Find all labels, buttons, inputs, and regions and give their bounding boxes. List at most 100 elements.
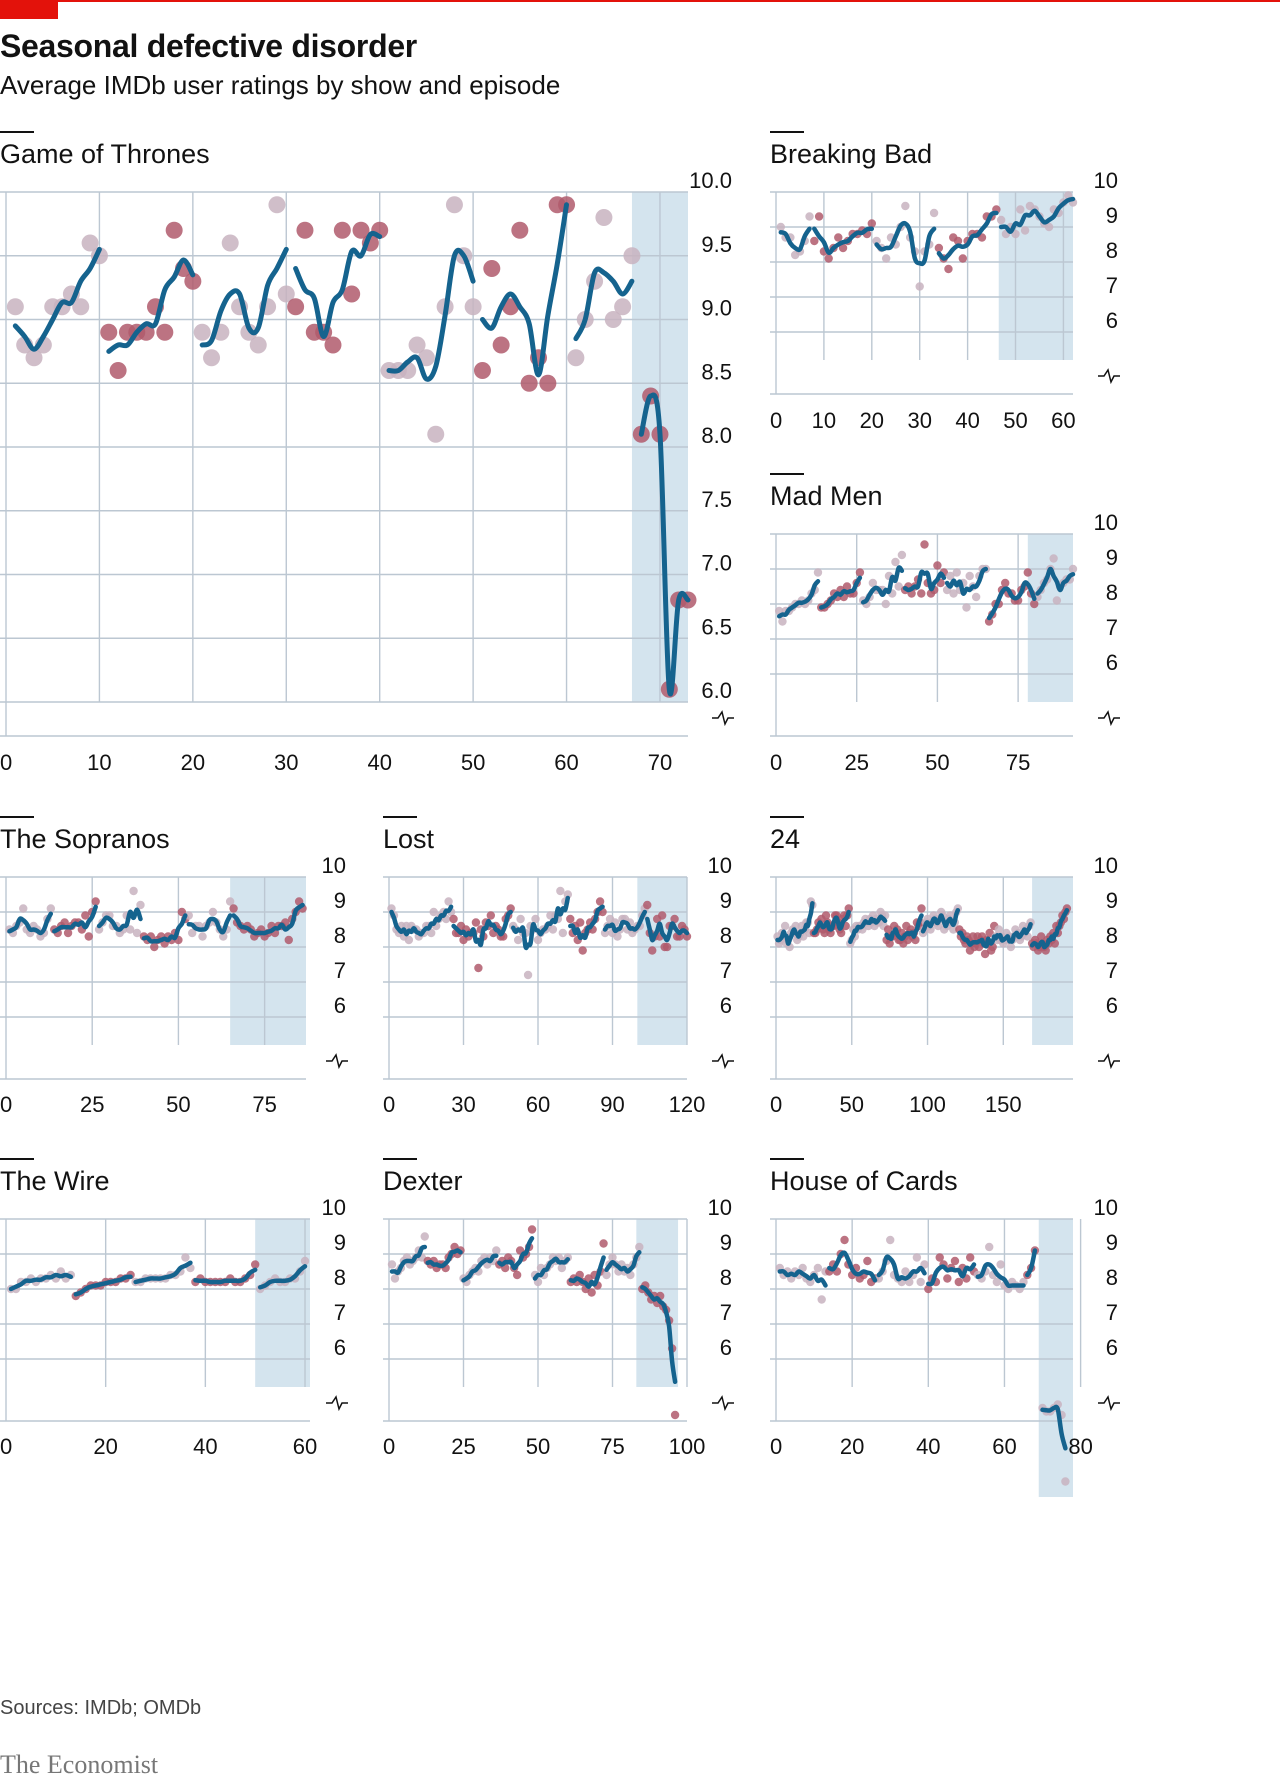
season-trend-line xyxy=(510,895,571,951)
season-trend-line xyxy=(818,575,863,610)
x-tick-label: 0 xyxy=(0,1434,12,1459)
episode-point xyxy=(1049,554,1058,563)
x-tick-label: 70 xyxy=(648,750,672,775)
episode-point xyxy=(557,1263,567,1273)
y-tick-label: 8.5 xyxy=(701,359,732,384)
season-trend-line xyxy=(480,202,569,378)
season-trend-line xyxy=(998,196,1076,234)
y-tick-label: 8 xyxy=(334,1265,346,1290)
episode-point xyxy=(523,970,533,980)
episode-point xyxy=(72,298,90,316)
season-trend-line xyxy=(193,1267,258,1285)
season-trend-line xyxy=(986,580,1037,621)
panel-breaking-bad: Breaking Bad 6 7 8 9 10 0 10 20 30 40 50 60 xyxy=(770,131,1120,433)
panel-the-sopranos: The Sopranos 6 7 8 9 10 0 25 50 75 xyxy=(0,816,348,1117)
season-trend-line xyxy=(777,1268,828,1288)
y-tick-label: 7 xyxy=(1106,615,1118,640)
episode-point xyxy=(778,617,787,626)
y-tick-label: 10 xyxy=(708,853,732,878)
episode-point xyxy=(946,571,955,581)
season-trend-line xyxy=(848,914,888,945)
source-note: Sources: IMDb; OMDb xyxy=(0,1697,202,1719)
x-tick-label: 60 xyxy=(1051,408,1075,433)
episode-point xyxy=(513,935,523,945)
season-trend-line xyxy=(944,566,989,596)
x-tick-label: 40 xyxy=(193,1434,217,1459)
y-tick-label: 6 xyxy=(720,993,732,1018)
episode-point xyxy=(125,925,135,934)
episode-point xyxy=(813,568,823,577)
episode-point xyxy=(813,1263,823,1273)
y-tick-label: 10 xyxy=(322,1195,346,1220)
x-tick-label: 75 xyxy=(600,1434,624,1459)
episode-point xyxy=(225,897,235,906)
season-trend-line xyxy=(1040,1404,1068,1451)
episode-point xyxy=(600,928,610,938)
y-tick-label: 8 xyxy=(1106,238,1118,263)
episode-point xyxy=(404,935,414,945)
episode-point xyxy=(901,201,910,211)
x-tick-label: 50 xyxy=(526,1434,550,1459)
episode-point xyxy=(917,904,926,913)
y-tick-label: 10 xyxy=(322,853,346,878)
panel-title: Lost xyxy=(383,824,435,854)
episode-point xyxy=(670,914,679,924)
episode-point xyxy=(924,1284,933,1294)
season-trend-line xyxy=(640,1285,678,1385)
season-trend-line xyxy=(602,909,648,934)
y-tick-label: 7.5 xyxy=(701,487,732,512)
season-trend-line xyxy=(957,930,997,949)
episode-point xyxy=(558,928,568,938)
season-trend-line xyxy=(389,904,454,937)
x-tick-label: 60 xyxy=(526,1092,550,1117)
episode-point xyxy=(894,582,903,591)
episode-point xyxy=(599,1239,608,1248)
season-trend-line xyxy=(778,226,812,253)
y-tick-label: 6.5 xyxy=(701,614,732,639)
x-tick-label: 0 xyxy=(770,408,782,433)
episode-point xyxy=(1016,205,1025,214)
y-tick-label: 9 xyxy=(1106,888,1118,913)
season-trend-line xyxy=(874,220,937,267)
season-trend-line xyxy=(1025,1248,1038,1278)
season-trend-line xyxy=(902,569,947,593)
episode-point xyxy=(229,904,238,913)
season-trend-line xyxy=(645,916,690,943)
x-tick-label: 0 xyxy=(770,750,782,775)
x-tick-label: 30 xyxy=(907,408,931,433)
episode-point xyxy=(136,900,145,910)
episode-point xyxy=(343,285,361,303)
episode-point xyxy=(943,1274,952,1283)
season-trend-line xyxy=(811,909,851,936)
y-tick-label: 10 xyxy=(1094,853,1118,878)
y-tick-label: 9 xyxy=(1106,545,1118,570)
episode-point xyxy=(901,1267,910,1276)
episode-point xyxy=(548,925,558,934)
x-tick-label: 30 xyxy=(274,750,298,775)
episode-point xyxy=(810,236,819,246)
episode-point xyxy=(950,1256,960,1266)
episode-point xyxy=(387,904,396,913)
x-tick-label: 50 xyxy=(840,1092,864,1117)
episode-point xyxy=(132,928,142,938)
season-trend-line xyxy=(975,1261,1026,1289)
episode-point xyxy=(648,946,657,955)
episode-point xyxy=(805,212,814,221)
episode-point xyxy=(408,336,426,354)
episode-point xyxy=(985,928,994,938)
y-tick-label: 9.0 xyxy=(701,296,732,321)
episode-point xyxy=(608,1253,617,1262)
episode-point xyxy=(836,928,846,938)
episode-point xyxy=(203,349,221,367)
season-trend-line xyxy=(776,579,821,619)
x-tick-label: 75 xyxy=(1006,750,1030,775)
episode-point xyxy=(1044,222,1054,232)
episode-point xyxy=(996,215,1006,225)
episode-point xyxy=(834,233,843,242)
episode-point xyxy=(623,247,641,265)
y-tick-label: 8 xyxy=(1106,1265,1118,1290)
season-trend-line xyxy=(775,901,815,946)
season-trend-line xyxy=(386,247,476,382)
y-tick-label: 7 xyxy=(720,958,732,983)
x-tick-label: 10 xyxy=(812,408,836,433)
